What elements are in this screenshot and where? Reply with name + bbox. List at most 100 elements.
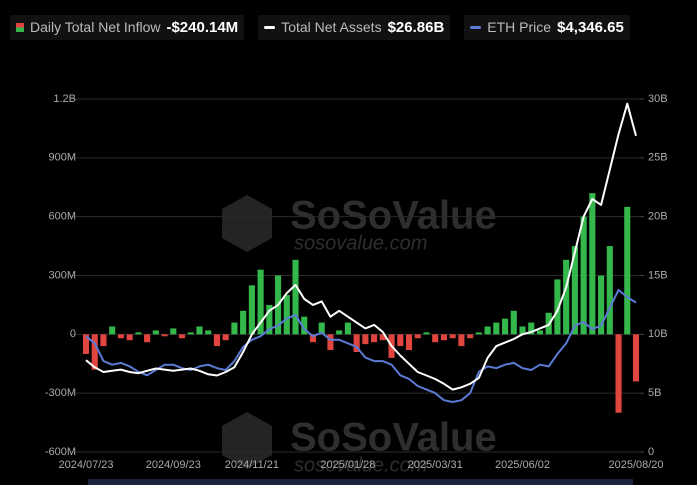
bar bbox=[91, 334, 98, 370]
x-tick-label: 2025/01/28 bbox=[320, 459, 375, 471]
y2-tick-label: 5B bbox=[648, 387, 661, 399]
bar bbox=[222, 334, 229, 341]
bar bbox=[414, 334, 421, 339]
y2-tick-label: 25B bbox=[648, 152, 668, 164]
bar bbox=[82, 334, 90, 354]
bar bbox=[606, 246, 613, 335]
y2-tick-label: 10B bbox=[648, 328, 668, 340]
bar bbox=[615, 334, 622, 413]
y2-tick-label: 0 bbox=[648, 446, 654, 458]
x-tick-label: 2024/07/23 bbox=[58, 459, 113, 471]
bar bbox=[344, 322, 351, 335]
bar bbox=[510, 310, 517, 335]
y2-tick-label: 30B bbox=[648, 93, 668, 105]
bar bbox=[598, 275, 605, 335]
bar bbox=[301, 316, 308, 335]
x-tick-label: 2024/11/21 bbox=[225, 459, 279, 471]
bar bbox=[135, 332, 142, 335]
x-tick-label: 2024/09/23 bbox=[146, 459, 201, 471]
bar bbox=[449, 334, 456, 339]
bar bbox=[493, 322, 500, 335]
y-tick-label: 600M bbox=[48, 211, 76, 223]
bar bbox=[292, 259, 299, 335]
watermark-url: sosovalue.com bbox=[294, 232, 427, 254]
bar bbox=[458, 334, 465, 347]
legend-item[interactable]: ETH Price $4,346.65 bbox=[464, 14, 630, 40]
bar bbox=[571, 246, 578, 335]
x-tick-label: 2025/06/02 bbox=[495, 459, 550, 471]
legend-icon bbox=[264, 25, 276, 29]
bar bbox=[475, 332, 482, 335]
bar bbox=[554, 279, 561, 335]
bar bbox=[589, 193, 596, 335]
x-tick-label: 2025/03/31 bbox=[408, 459, 463, 471]
bar bbox=[423, 332, 430, 335]
line bbox=[85, 102, 637, 391]
bar bbox=[519, 326, 526, 335]
bar bbox=[563, 259, 570, 335]
legend-value: $4,346.65 bbox=[557, 18, 624, 36]
watermark: SoSoValue bbox=[290, 194, 497, 238]
bar bbox=[266, 304, 273, 335]
legend-item[interactable]: Daily Total Net Inflow -$240.14M bbox=[10, 14, 245, 40]
bar bbox=[170, 328, 177, 335]
bar bbox=[117, 334, 124, 339]
watermark-logo bbox=[222, 195, 272, 469]
scrollbar[interactable] bbox=[88, 479, 633, 485]
y-tick-label: -600M bbox=[45, 446, 76, 458]
bar bbox=[580, 216, 587, 335]
legend-icon bbox=[470, 25, 482, 29]
legend-label: Daily Total Net Inflow bbox=[30, 19, 161, 35]
legend: Daily Total Net Inflow -$240.14M Total Net… bbox=[10, 12, 630, 42]
bar bbox=[371, 334, 378, 343]
bar bbox=[440, 334, 447, 341]
legend-item[interactable]: Total Net Assets $26.86B bbox=[258, 14, 451, 40]
bar bbox=[126, 334, 133, 341]
bar bbox=[205, 330, 212, 335]
bar bbox=[379, 334, 386, 341]
bar bbox=[257, 269, 264, 335]
y-tick-label: -300M bbox=[45, 387, 76, 399]
y-tick-label: 900M bbox=[48, 152, 76, 164]
bar bbox=[362, 334, 369, 345]
bar bbox=[152, 330, 159, 335]
y-tick-label: 1.2B bbox=[53, 93, 76, 105]
bar bbox=[501, 318, 509, 335]
bar bbox=[467, 334, 474, 339]
bar bbox=[353, 334, 360, 352]
bar bbox=[178, 334, 186, 339]
legend-value: -$240.14M bbox=[166, 18, 239, 36]
y2-tick-label: 20B bbox=[648, 211, 668, 223]
bar bbox=[283, 295, 290, 335]
bar bbox=[397, 334, 404, 347]
line bbox=[85, 289, 637, 403]
bar bbox=[484, 326, 491, 335]
bar bbox=[632, 334, 640, 382]
bar bbox=[248, 285, 255, 335]
watermark-url: sosovalue.com bbox=[294, 454, 427, 476]
bar bbox=[624, 206, 631, 335]
y-tick-label: 300M bbox=[48, 269, 76, 281]
legend-icon bbox=[16, 22, 24, 32]
bar bbox=[240, 310, 247, 335]
bar bbox=[536, 330, 544, 335]
bar bbox=[100, 334, 107, 347]
bar bbox=[432, 334, 439, 343]
y2-tick-label: 15B bbox=[648, 269, 668, 281]
bar bbox=[109, 326, 116, 335]
bar bbox=[196, 326, 203, 335]
y-tick-label: 0 bbox=[70, 328, 76, 340]
bar bbox=[327, 334, 334, 351]
bar bbox=[213, 334, 221, 347]
bar bbox=[231, 322, 238, 335]
legend-label: Total Net Assets bbox=[281, 19, 382, 35]
bar bbox=[187, 332, 194, 335]
bar bbox=[318, 322, 325, 335]
legend-label: ETH Price bbox=[487, 19, 552, 35]
bar bbox=[405, 334, 413, 351]
bar bbox=[144, 334, 151, 343]
bar bbox=[336, 330, 343, 335]
bar bbox=[309, 334, 317, 343]
